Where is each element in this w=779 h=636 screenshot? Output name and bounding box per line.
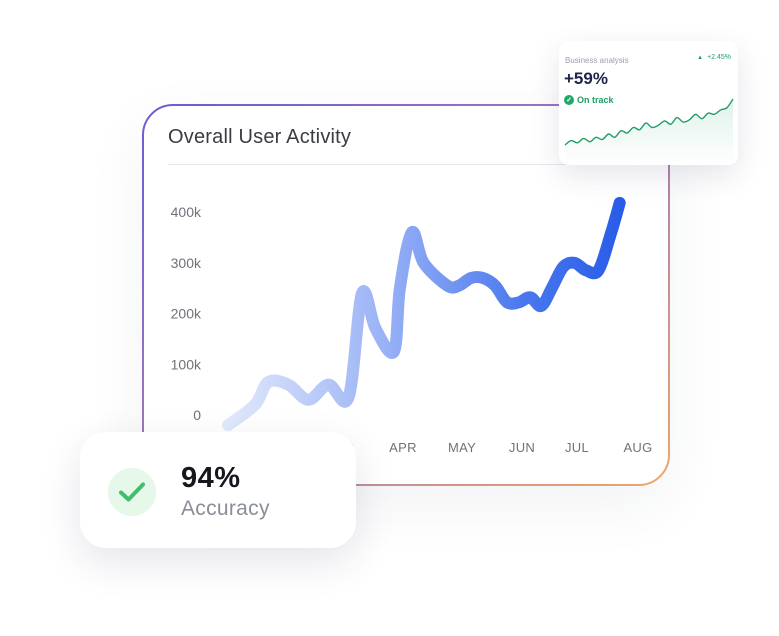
check-icon: [108, 468, 156, 516]
business-value: +59%: [564, 69, 608, 88]
business-status-label: On track: [577, 95, 614, 105]
accuracy-value: 94%: [181, 462, 241, 494]
sparkline-area: [565, 99, 733, 165]
accuracy-card: 94% Accuracy: [80, 432, 356, 548]
card-gradient-border: [142, 104, 670, 486]
title-divider: [168, 164, 576, 165]
business-status: ✓ On track: [564, 95, 614, 105]
business-analysis-card: Business analysis ▲ +2.45% +59% ✓ On trac…: [559, 41, 738, 165]
business-sparkline: [564, 98, 734, 165]
accuracy-label: Accuracy: [181, 497, 270, 520]
up-arrow-icon: ▲: [697, 55, 704, 61]
business-change-value: +2.45%: [707, 54, 731, 61]
business-change: ▲ +2.45%: [697, 54, 731, 61]
check-circle-icon: ✓: [564, 95, 574, 105]
sparkline-line: [564, 98, 734, 146]
chart-title: Overall User Activity: [168, 126, 352, 148]
business-analysis-label: Business analysis: [565, 56, 629, 65]
